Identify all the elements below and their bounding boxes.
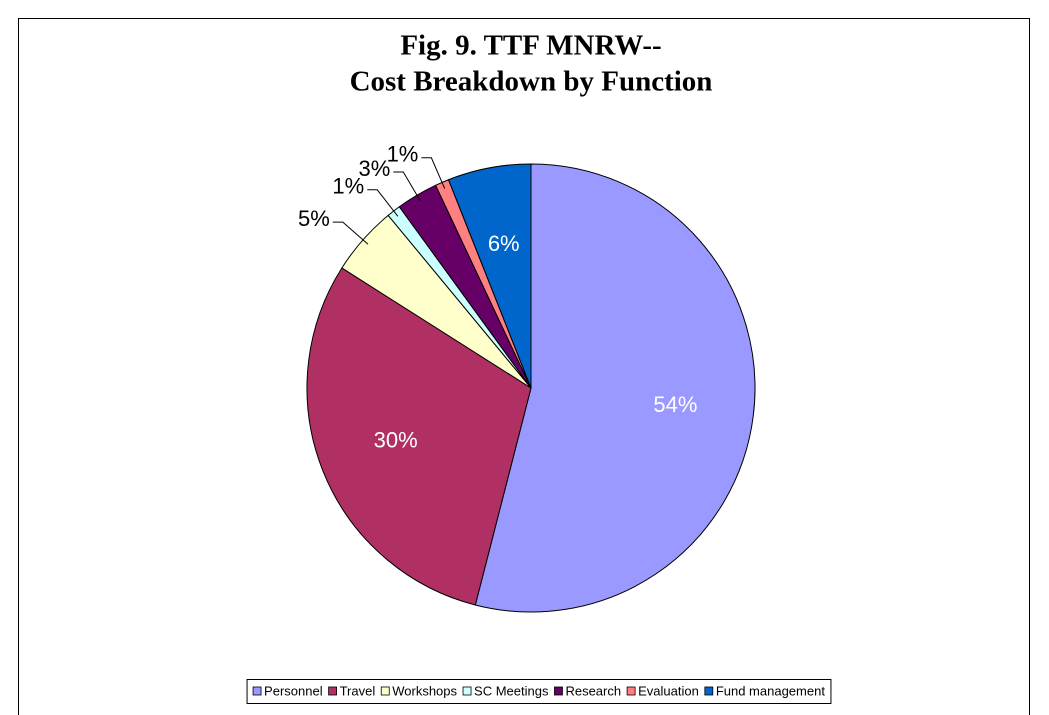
value-label: 54% (653, 392, 697, 417)
value-label: 30% (374, 427, 418, 452)
value-label: 1% (332, 174, 364, 199)
chart-title: Fig. 9. TTF MNRW-- (400, 30, 661, 62)
legend-label: Personnel (264, 683, 323, 698)
legend-swatch (328, 686, 338, 696)
legend-swatch (462, 686, 472, 696)
chart-title: Cost Breakdown by Function (350, 66, 713, 98)
value-label: 6% (488, 231, 520, 256)
value-label: 3% (358, 156, 390, 181)
leader-line (421, 157, 446, 189)
pie-slice (474, 163, 756, 613)
pie-slice (306, 267, 532, 606)
leader-line (393, 171, 421, 202)
legend: Personnel Travel Workshops SC Meetings Resea… (246, 679, 832, 704)
legend-box (246, 679, 832, 704)
legend-label: Travel (340, 683, 376, 698)
legend-label: Fund management (716, 683, 826, 698)
legend-label: Research (565, 683, 621, 698)
legend-swatch (554, 686, 563, 696)
legend-swatch (380, 686, 390, 696)
legend-label: SC Meetings (474, 683, 549, 698)
legend-swatch (704, 686, 714, 696)
legend-swatch (252, 686, 262, 696)
legend-swatch (626, 686, 636, 696)
legend-label: Evaluation (638, 683, 699, 698)
pie-slice (447, 163, 532, 389)
legend-label: Workshops (392, 683, 457, 698)
leader-line (367, 189, 399, 217)
value-label: 1% (387, 142, 419, 167)
leader-line (332, 221, 369, 245)
value-label: 5% (298, 206, 330, 231)
